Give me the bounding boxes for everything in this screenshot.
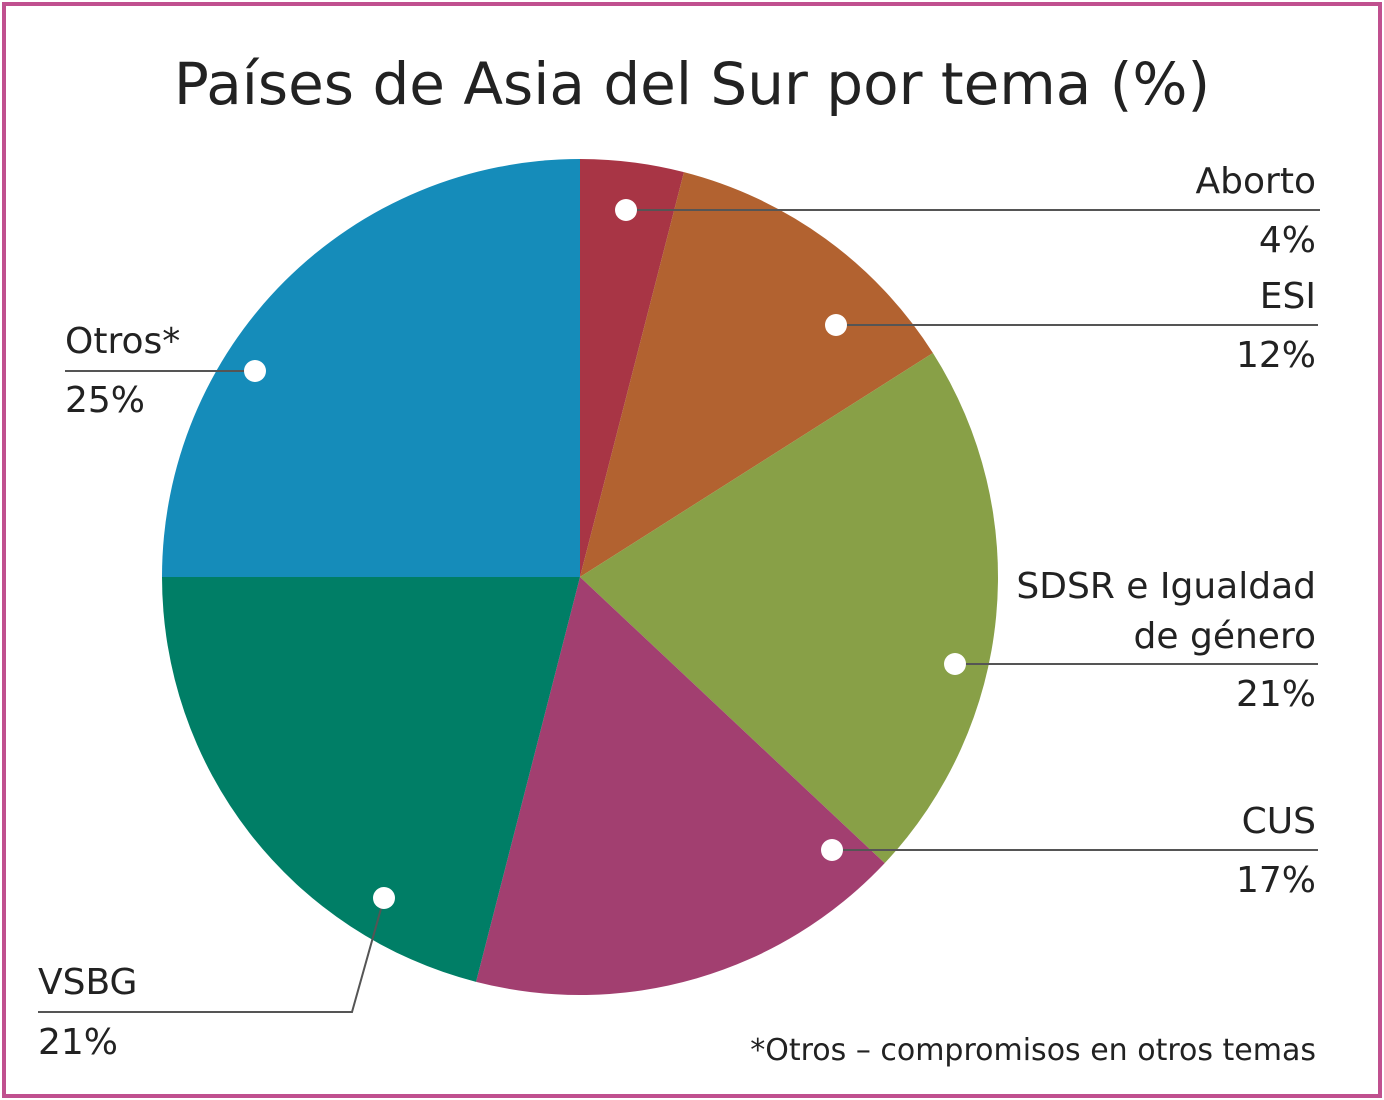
pie-slice [162,159,580,577]
pie-slice [476,577,885,995]
footnote: *Otros – compromisos en otros temas [750,1033,1316,1068]
pie-slice [162,577,580,982]
chart-title: Países de Asia del Sur por tema (%) [173,50,1211,118]
label-dot [244,360,266,382]
value-label: 17% [1235,860,1316,901]
value-label: 12% [1235,335,1316,376]
value-label: 21% [1235,674,1316,715]
label-dot [615,199,637,221]
slice-label: Otros* [65,321,181,362]
label-dot [825,314,847,336]
label-dot [373,887,395,909]
slice-label: ESI [1259,276,1316,317]
slice-label: SDSR e Igualdad de género [1016,566,1316,657]
pie-slice [580,159,684,577]
label-dot [821,839,843,861]
pie-slice [580,172,933,577]
value-label: 25% [65,380,146,421]
slice-label: VSBG [38,962,138,1003]
label-dot [944,653,966,675]
value-label: 4% [1258,220,1316,261]
leader-line [38,897,385,1013]
slice-label: CUS [1241,801,1316,842]
slice-label: Aborto [1195,161,1316,202]
pie-slice [580,353,998,864]
value-label: 21% [38,1022,119,1063]
